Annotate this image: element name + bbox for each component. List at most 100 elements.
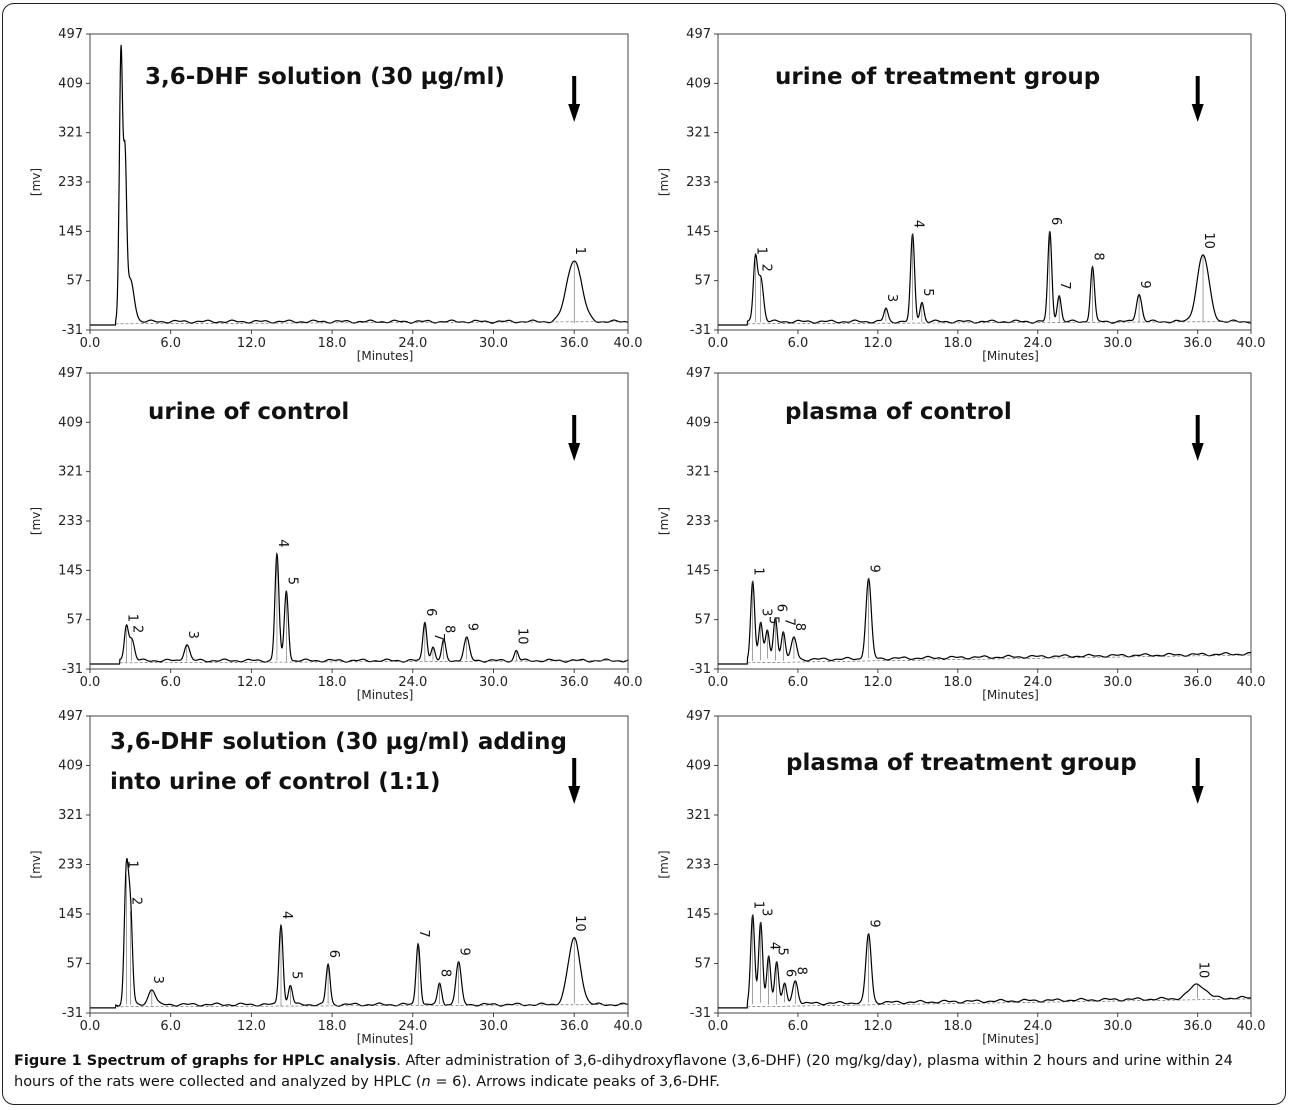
x-tick-label: 6.0	[160, 675, 181, 690]
peak-label: 7	[1057, 282, 1072, 290]
x-tick-label: 18.0	[318, 1019, 347, 1034]
x-tick-label: 30.0	[1103, 1019, 1132, 1034]
y-tick-label: 57	[66, 957, 83, 972]
caption-text-part1: . After administration of 3,6-dihydroxyf…	[14, 1053, 1233, 1090]
x-tick-label: 30.0	[479, 336, 508, 351]
y-tick-label: -31	[62, 662, 83, 677]
integration-baseline	[747, 321, 1252, 325]
x-tick-label: 12.0	[237, 336, 266, 351]
peak-label: 1	[751, 901, 766, 909]
peak-label: 9	[867, 564, 882, 572]
x-tick-label: 30.0	[1103, 336, 1132, 351]
peak-label: 10	[1201, 232, 1216, 249]
x-tick-label: 30.0	[1103, 675, 1132, 690]
peak-label: 2	[128, 897, 143, 905]
x-tick-label: 18.0	[318, 675, 347, 690]
x-tick-label: 30.0	[479, 1019, 508, 1034]
chart-panel-1: -31 57 145 233 321 409 497 0.0 6.0 12.0 18.0 24.0 30…	[29, 27, 642, 363]
x-tick-label: 0.0	[80, 675, 101, 690]
panel-title: urine of treatment group	[775, 64, 1100, 90]
peak-label: 6	[423, 608, 438, 616]
panel-title: into urine of control (1:1)	[110, 769, 441, 795]
caption-title: Figure 1 Spectrum of graphs for HPLC ana…	[14, 1053, 397, 1069]
y-tick-label: 409	[686, 759, 711, 774]
x-tick-label: 6.0	[788, 1019, 809, 1034]
peak-label: 1	[751, 567, 766, 575]
x-tick-label: 40.0	[1237, 1019, 1266, 1034]
peak-label: 7	[416, 930, 431, 938]
integration-baseline	[115, 1004, 629, 1008]
peak-label: 4	[279, 911, 294, 919]
x-tick-label: 36.0	[1183, 675, 1212, 690]
y-tick-label: 497	[686, 709, 711, 724]
x-tick-label: 40.0	[1237, 336, 1266, 351]
y-tick-label: 233	[686, 858, 711, 873]
x-tick-label: 36.0	[560, 1019, 589, 1034]
peak-label: 8	[792, 623, 807, 631]
peak-label: 8	[1090, 252, 1105, 260]
x-tick-label: 0.0	[708, 675, 729, 690]
y-tick-label: 145	[58, 563, 83, 578]
y-tick-label: 321	[58, 808, 83, 823]
peak-label: 1	[753, 247, 768, 255]
x-tick-label: 0.0	[80, 336, 101, 351]
x-axis-label: [Minutes]	[357, 349, 414, 363]
peak-label: 2	[759, 264, 774, 272]
x-tick-label: 24.0	[1023, 1019, 1052, 1034]
y-tick-label: 233	[58, 858, 83, 873]
y-tick-label: 57	[694, 274, 711, 289]
x-tick-label: 12.0	[863, 1019, 892, 1034]
x-axis-label: [Minutes]	[982, 688, 1039, 702]
chromatogram-trace	[90, 857, 629, 1009]
peak-label: 8	[793, 967, 808, 975]
peak-label: 3	[759, 908, 774, 916]
x-tick-label: 12.0	[863, 336, 892, 351]
x-tick-label: 40.0	[614, 675, 643, 690]
y-tick-label: 321	[686, 808, 711, 823]
peak-label: 3	[884, 294, 899, 302]
plot-area-border	[89, 715, 629, 1014]
figure-caption: Figure 1 Spectrum of graphs for HPLC ana…	[14, 1051, 1276, 1093]
x-tick-label: 0.0	[708, 1019, 729, 1034]
x-tick-label: 18.0	[943, 1019, 972, 1034]
peak-label: 10	[1196, 962, 1211, 979]
chart-panel-4: -31 57 145 233 321 409 497 0.0 6.0 12.0 18.0 24.0 30…	[657, 366, 1265, 702]
peak-label: 6	[326, 950, 341, 958]
y-tick-label: 57	[66, 274, 83, 289]
integration-baseline	[747, 654, 1252, 664]
x-tick-label: 36.0	[560, 336, 589, 351]
x-tick-label: 18.0	[943, 675, 972, 690]
peak-label: 5	[284, 577, 299, 585]
peak-label: 4	[767, 942, 782, 950]
dhf-arrow-head	[1191, 443, 1204, 461]
caption-text-part2: = 6). Arrows indicate peaks of 3,6-DHF.	[430, 1074, 721, 1090]
x-tick-label: 18.0	[943, 336, 972, 351]
peak-label: 8	[442, 625, 457, 633]
x-tick-label: 6.0	[160, 336, 181, 351]
caption-n-symbol: n	[421, 1074, 431, 1090]
dhf-arrow-head	[568, 786, 581, 804]
panel-title: 3,6-DHF solution (30 µg/ml) adding	[110, 729, 567, 755]
x-tick-label: 6.0	[788, 675, 809, 690]
peak-label: 5	[765, 616, 780, 624]
y-tick-label: 497	[58, 27, 83, 42]
y-tick-label: -31	[62, 1006, 83, 1021]
y-axis-label: [mv]	[29, 507, 43, 535]
y-tick-label: 497	[58, 366, 83, 381]
x-axis-label: [Minutes]	[357, 688, 414, 702]
peak-label: 9	[867, 919, 882, 927]
peak-label: 7	[431, 633, 446, 641]
integration-baseline	[115, 321, 629, 325]
peak-label: 10	[572, 915, 587, 932]
y-axis-label: [mv]	[657, 850, 671, 878]
y-tick-label: 409	[58, 415, 83, 430]
peak-label: 8	[438, 969, 453, 977]
y-tick-label: 409	[686, 76, 711, 91]
x-tick-label: 12.0	[237, 1019, 266, 1034]
x-tick-label: 30.0	[479, 675, 508, 690]
y-tick-label: 57	[694, 957, 711, 972]
panel-title: plasma of control	[785, 399, 1012, 425]
